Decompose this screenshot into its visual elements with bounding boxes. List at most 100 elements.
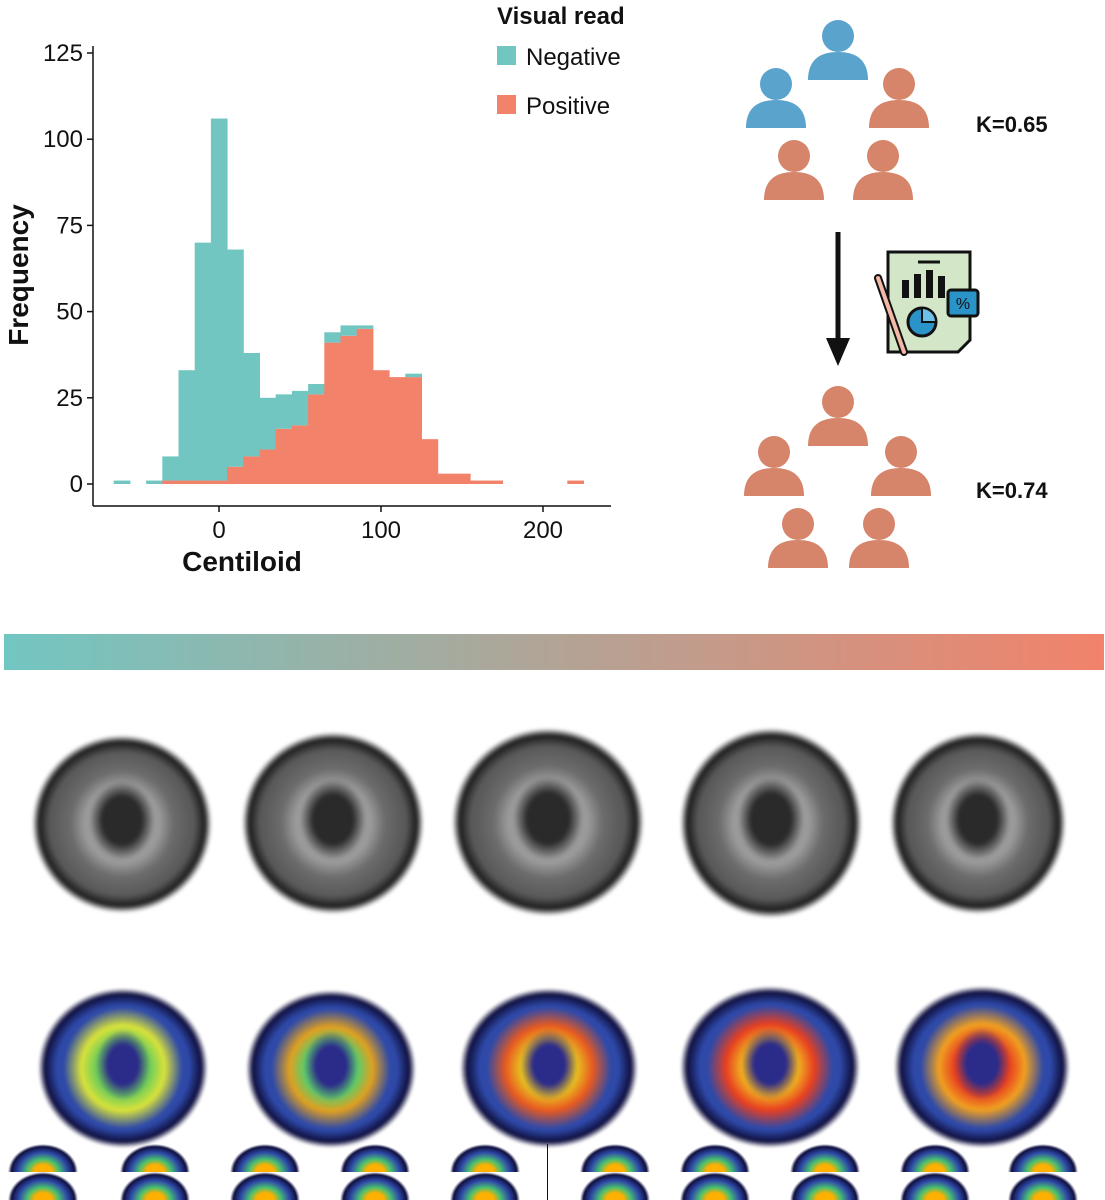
legend-label-negative: Negative [526,44,621,71]
pet-thumbnail [230,1172,300,1200]
bar-negative [146,480,163,484]
centiloid-gradient-bar [4,634,1104,670]
bar-positive [421,439,439,484]
kappa-after-label: K=0.74 [976,478,1048,503]
bar-negative [227,249,244,467]
pet-thumbnail [120,1144,190,1172]
bar-negative [324,332,341,343]
bar-positive [567,480,584,484]
pet-thumbnail [580,1144,650,1172]
pet-thumbnail [230,1144,300,1172]
pet-thumbnail [8,1172,78,1200]
structural-scan-2 [242,732,424,914]
y-tick-label: 50 [56,299,83,326]
y-tick-label: 25 [56,385,83,412]
thumbnail-strip [0,1144,1105,1200]
bar-negative [340,325,358,336]
pet-thumbnail [450,1172,520,1200]
bar-positive [178,480,196,484]
pet-scan-4 [680,986,860,1148]
bar-positive [405,377,422,484]
histogram-bars [113,118,584,484]
y-tick-label: 75 [56,212,83,239]
y-tick-label: 0 [70,471,83,498]
pet-thumbnail [450,1144,520,1172]
bar-negative [243,352,260,457]
structural-scan-5 [890,732,1066,914]
person-icon [871,436,931,496]
rater-group-before [746,20,929,200]
bar-positive [259,449,277,484]
x-axis-label: Centiloid [182,546,302,577]
pet-thumbnail [900,1172,970,1200]
bar-negative [356,325,374,329]
bar-positive [389,377,406,484]
bar-positive [194,480,212,484]
rater-group-after [744,386,931,568]
person-icon [746,68,806,128]
bar-positive [210,480,228,484]
pet-scan-2 [246,990,416,1148]
bar-positive [437,473,455,484]
bar-negative [405,373,422,378]
y-tick-label: 125 [43,40,83,67]
person-icon [744,436,804,496]
pet-thumbnail [1008,1144,1078,1172]
person-icon [849,508,909,568]
structural-scan-3 [452,728,644,916]
bar-positive [372,370,390,484]
bar-negative [308,384,325,395]
bar-positive [340,335,358,484]
x-tick-label: 100 [361,517,401,544]
pet-thumbnail [1008,1172,1078,1200]
y-tick-label: 100 [43,126,83,153]
bar-positive [227,466,244,484]
bar-positive [356,328,374,484]
pet-thumbnail [340,1172,410,1200]
bar-positive [308,394,325,484]
bar-negative [210,118,228,481]
pet-thumbnail [340,1144,410,1172]
pet-thumbnail [8,1144,78,1172]
x-tick-label: 0 [212,517,225,544]
svg-text:%: % [956,296,970,313]
bar-negative [259,397,277,450]
person-icon [768,508,828,568]
pet-thumbnail [900,1144,970,1172]
pet-thumbnail [120,1172,190,1200]
bar-positive [486,480,503,484]
bar-negative [194,242,212,481]
bar-negative [275,394,293,429]
person-icon [808,386,868,446]
y-axis-label: Frequency [3,204,34,346]
bar-negative [113,480,131,484]
bar-positive [470,480,487,484]
person-icon [869,68,929,128]
bar-negative [178,370,196,481]
pet-scan-5 [894,986,1070,1148]
pet-thumbnail [680,1172,750,1200]
person-icon [853,140,913,200]
structural-scan-1 [32,735,212,913]
legend: Visual read Negative Positive [497,3,625,120]
pet-thumbnail [790,1172,860,1200]
pet-thumbnail [680,1144,750,1172]
person-icon [764,140,824,200]
legend-swatch-negative [497,46,516,65]
analytics-report-icon: % [874,250,980,356]
x-tick-label: 200 [523,517,563,544]
legend-title: Visual read [497,3,625,30]
person-icon [808,20,868,80]
structural-scan-4 [680,728,862,918]
bar-positive [291,425,309,484]
x-axis-ticks: 0 100 200 [212,506,563,544]
bar-positive [324,342,341,484]
legend-swatch-positive [497,95,516,114]
legend-label-positive: Positive [526,93,610,120]
histogram-chart: 0 25 50 75 100 125 0 100 200 Centiloid Frequenc… [3,3,625,577]
pet-scan-1 [38,988,208,1148]
pet-thumbnail [790,1144,860,1172]
bar-positive [275,428,293,484]
bar-positive [243,456,260,484]
